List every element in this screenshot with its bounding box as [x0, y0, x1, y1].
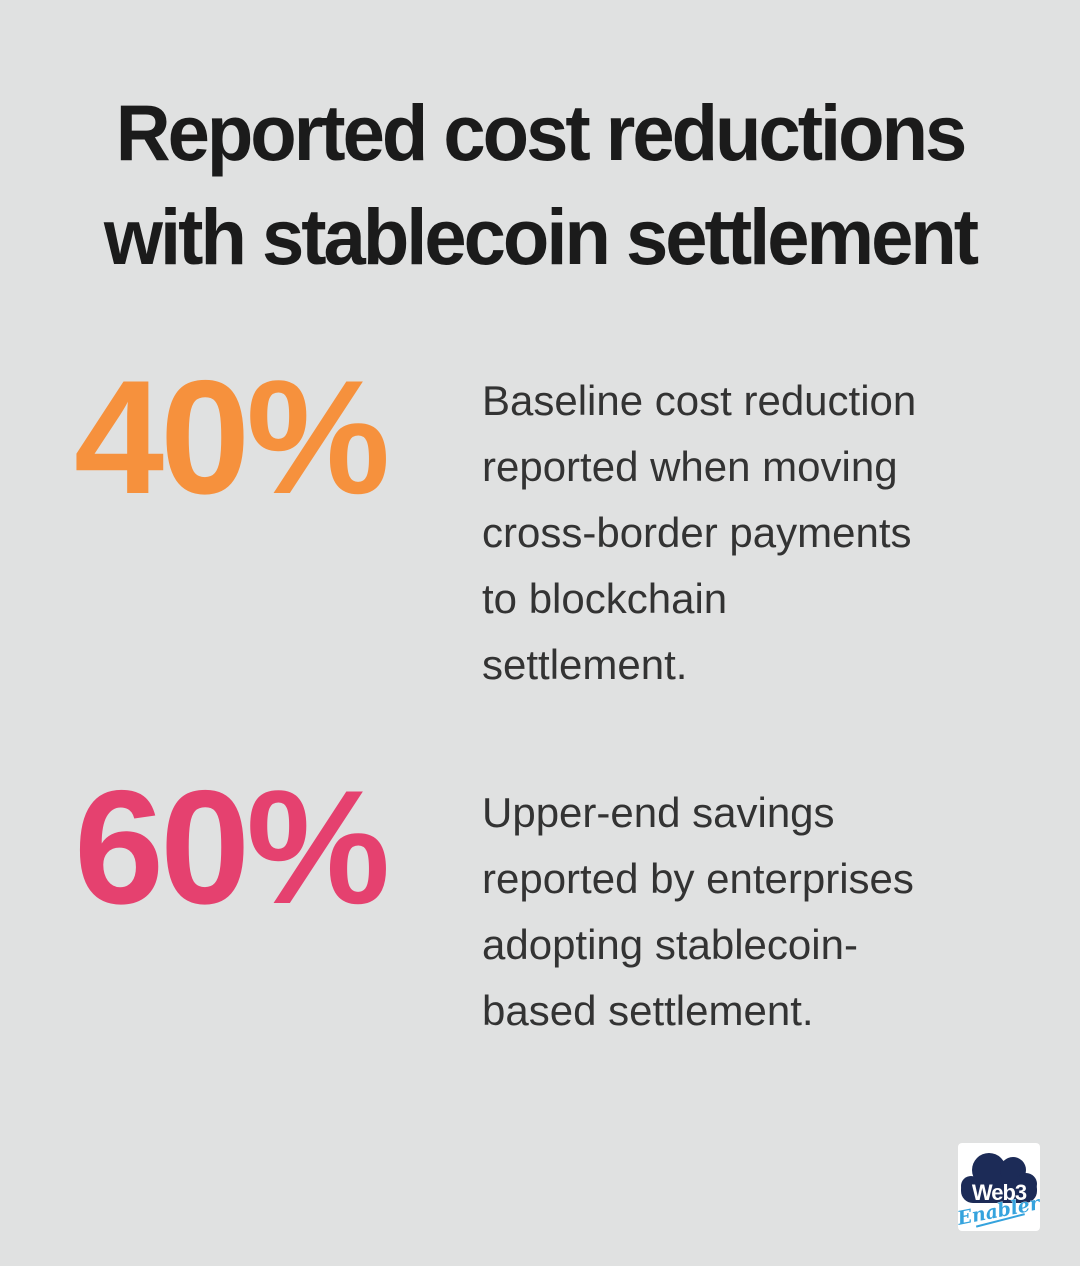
- title-line-2: with stablecoin settlement: [103, 193, 979, 282]
- description-line: to blockchain: [482, 575, 728, 622]
- stat-description-40-percent: Baseline cost reduction reported when mo…: [482, 368, 1012, 698]
- description-line: settlement.: [482, 641, 688, 688]
- description-line: Baseline cost reduction: [482, 377, 917, 424]
- page-title: Reported cost reductions with stablecoin…: [0, 82, 1080, 290]
- cloud-icon: [961, 1153, 1037, 1203]
- title-line-1: Reported cost reductions: [115, 89, 968, 178]
- logo-wordmark: Web3: [972, 1180, 1027, 1205]
- stat-value-60-percent: 60%: [74, 757, 390, 938]
- stat-value-40-percent: 40%: [74, 347, 390, 528]
- stat-description-60-percent: Upper-end savings reported by enterprise…: [482, 780, 1012, 1044]
- description-line: reported when moving: [482, 443, 898, 490]
- description-line: cross-border payments: [482, 509, 912, 556]
- web3-enabler-logo: Web3 Enabler: [958, 1143, 1040, 1231]
- logo-underline-flourish: [975, 1213, 1025, 1228]
- description-line: reported by enterprises: [482, 855, 914, 902]
- description-line: Upper-end savings: [482, 789, 835, 836]
- description-line: adopting stablecoin-: [482, 921, 858, 968]
- description-line: based settlement.: [482, 987, 814, 1034]
